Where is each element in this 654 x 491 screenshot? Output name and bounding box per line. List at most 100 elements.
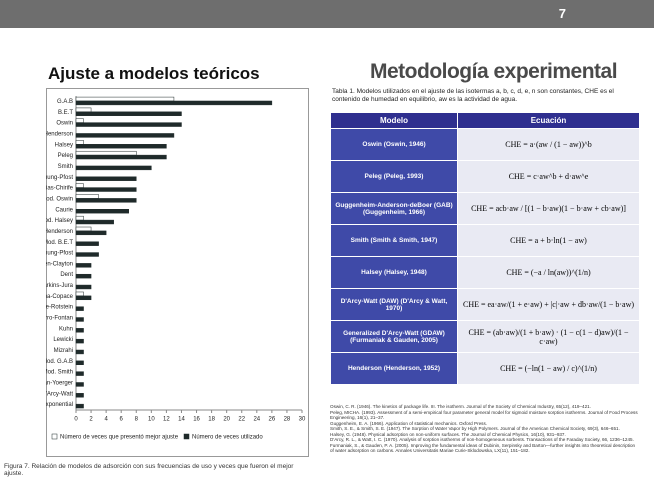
page-number: 7 (558, 6, 566, 21)
table: Modelo Ecuación Oswin (Oswin, 1946) CHE = a… (330, 112, 640, 385)
bar (75, 403, 84, 409)
bar (75, 371, 84, 376)
bar (75, 241, 99, 246)
model-name: Smith (Smith & Smith, 1947) (330, 224, 458, 257)
header-cell: Ecuación (457, 112, 640, 129)
x-tick-label: 18 (208, 417, 215, 423)
bar (75, 349, 84, 355)
y-tick-label: Henderson (46, 131, 73, 137)
y-tick-label: Mod. G.A.B (46, 359, 73, 365)
legend-label: Número de veces que presentó mejor ajust… (60, 435, 179, 441)
bar (75, 215, 84, 221)
bar (75, 194, 99, 199)
y-tick-label: Strohman-Yoerger (46, 381, 73, 387)
y-tick-label: D'Arcy-Watt (46, 391, 73, 397)
x-tick-label: 0 (74, 417, 78, 423)
x-tick-label: 8 (135, 417, 139, 423)
equation: CHE = (ab·aw)/(1 + b·aw) · (1 − c(1 − d)… (457, 320, 640, 353)
y-tick-label: Lewicki (53, 337, 73, 343)
x-tick-label: 10 (148, 417, 155, 423)
table-row: Guggenheim-Anderson-deBoer (GAB) (Guggen… (330, 192, 640, 225)
header-cell: Modelo (330, 112, 458, 129)
table-row: Smith (Smith & Smith, 1947) CHE = a + b·l… (330, 224, 640, 257)
top-bar (0, 0, 654, 28)
x-tick-label: 24 (253, 417, 260, 423)
legend-swatch (51, 433, 58, 440)
y-tick-label: B.E.T (58, 110, 73, 116)
x-tick-label: 26 (269, 417, 276, 423)
bar (75, 328, 84, 333)
table-row: Generalized D'Arcy-Watt (GDAW) (Furmania… (330, 320, 640, 353)
chart: 0 2 4 6 8 10 12 14 16 18 20 22 24 26 28 30G.A.BB.E.TOsw… (46, 88, 309, 457)
bar (75, 230, 107, 236)
bar (75, 118, 84, 123)
equation: CHE = a + b·ln(1 − aw) (457, 224, 640, 257)
bar (75, 122, 182, 127)
reference: Furmaniak, S., & Gauden, P. A. (2005). I… (330, 442, 636, 454)
bar (75, 273, 92, 279)
reference: Peleg, MICHA. (1993). Assessment of a se… (330, 409, 638, 421)
table-row: Henderson (Henderson, 1952) CHE = (−ln(1 … (330, 352, 640, 385)
reference: Guggenheim, E. A. (1966). Application of… (330, 420, 488, 426)
table-row: Oswin (Oswin, 1946) CHE = a·(aw / (1 − aw… (330, 128, 640, 161)
y-tick-label: Mizrahi (54, 348, 73, 354)
model-name: Henderson (Henderson, 1952) (330, 352, 458, 385)
bar (75, 111, 182, 116)
y-tick-label: Mod. Oswin (46, 196, 73, 202)
model-name: Halsey (Halsey, 1948) (330, 256, 458, 289)
reference: D'Arcy, R. L., & Watt, I. C. (1970). Ana… (330, 437, 634, 442)
bar (75, 198, 137, 203)
y-tick-label: Caurie (55, 207, 73, 213)
y-tick-label: Oswin (56, 121, 73, 127)
header-row: Modelo Ecuación (330, 112, 640, 129)
x-tick-label: 22 (238, 417, 245, 423)
legend-swatch (183, 433, 190, 440)
equation: CHE = a·(aw / (1 − aw))^b (457, 128, 640, 161)
y-tick-label: Mod. Halsey (46, 218, 73, 224)
model-name: Oswin (Oswin, 1946) (330, 128, 458, 161)
reference: Halsey, G. (1948). Physical adsorption o… (330, 431, 566, 437)
y-tick-label: Dent (60, 272, 73, 278)
y-tick-label: Ferro-Fontan (46, 316, 73, 322)
y-tick-label: Kuhn (59, 326, 73, 332)
bar (75, 338, 84, 344)
y-tick-label: G.A.B (57, 99, 73, 105)
left-heading: Ajuste a modelos teóricos (48, 64, 260, 83)
x-tick-label: 28 (284, 417, 291, 423)
bar (75, 176, 137, 181)
bar (75, 107, 92, 113)
table-row: Halsey (Halsey, 1948) CHE = (−a / ln(aw))… (330, 256, 640, 289)
y-tick-label: Crapiste-Rotstein (46, 305, 73, 311)
x-tick-label: 4 (104, 417, 108, 423)
y-tick-label: Mod. Smith (46, 370, 73, 376)
y-tick-label: Mod. Henderson (46, 229, 73, 235)
equation: CHE = ea·aw/(1 + e·aw) + |c|·aw + db·aw/… (457, 288, 640, 321)
references: Oswin, C. R. (1946). The kinetics of pac… (330, 404, 640, 454)
x-tick-label: 12 (163, 417, 170, 423)
model-name: Generalized D'Arcy-Watt (GDAW) (Furmania… (330, 320, 458, 353)
y-tick-label: Iglesias-Chirife (46, 186, 74, 192)
equation: CHE = acb·aw / [(1 − b·aw)(1 − b·aw + cb… (457, 192, 640, 225)
model-name: Guggenheim-Anderson-deBoer (GAB) (Guggen… (330, 192, 458, 225)
bar (75, 317, 84, 322)
table-row: D'Arcy-Watt (DAW) (D'Arcy & Watt, 1970) C… (330, 288, 640, 321)
y-tick-label: Smith (58, 164, 73, 170)
chart-frame (46, 88, 309, 457)
bar (75, 133, 175, 138)
y-tick-label: Chung-Pfost (46, 175, 73, 181)
bar (75, 100, 273, 106)
bar (75, 165, 152, 171)
equation: CHE = c·aw^b + d·aw^e (457, 160, 640, 193)
bar (75, 382, 84, 387)
right-heading: Metodología experimental (370, 60, 618, 83)
y-tick-label: Mod. B.E.T (46, 240, 73, 246)
reference: Smith, S. E., & Smith, S. E. (1947). The… (330, 426, 620, 431)
bar (75, 96, 175, 102)
bar (75, 183, 84, 188)
y-tick-label: Sigma-Copace (46, 294, 74, 300)
model-name: D'Arcy-Watt (DAW) (D'Arcy & Watt, 1970) (330, 288, 458, 321)
x-tick-label: 30 (299, 417, 306, 423)
bar (75, 284, 92, 290)
model-name: Peleg (Peleg, 1993) (330, 160, 458, 193)
